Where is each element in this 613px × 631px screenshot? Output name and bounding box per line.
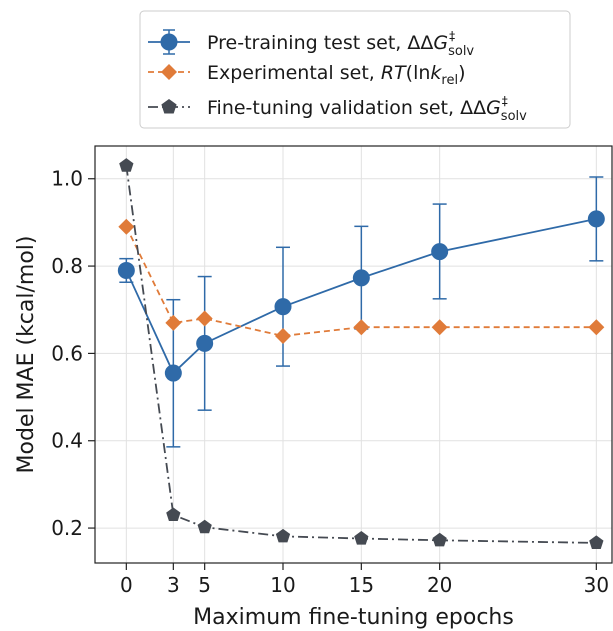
legend-marker xyxy=(161,64,177,80)
series-2 xyxy=(118,218,605,344)
legend-box xyxy=(139,10,571,129)
legend-marker xyxy=(160,33,178,51)
data-point xyxy=(275,528,291,543)
data-point xyxy=(165,314,182,331)
legend-item-3: Fine-tuning validation set, ΔΔG‡ solv xyxy=(148,94,527,124)
series-1 xyxy=(117,176,605,448)
y-tick-label: 0.4 xyxy=(51,429,83,453)
data-point xyxy=(119,158,134,172)
plot-frame xyxy=(94,145,613,564)
data-point xyxy=(196,310,213,327)
x-tick-label: 10 xyxy=(270,573,295,597)
x-tick-label: 30 xyxy=(584,573,609,597)
x-axis-label: Maximum fine-tuning epochs xyxy=(193,605,514,630)
series-layer xyxy=(117,158,605,549)
legend-marker xyxy=(161,99,177,114)
legend-label: Fine-tuning validation set, ΔΔG‡ solv xyxy=(207,94,527,124)
data-point xyxy=(117,261,135,279)
data-point xyxy=(432,532,447,547)
data-point xyxy=(118,218,135,235)
y-axis-label: Model MAE (kcal/mol) xyxy=(14,236,39,474)
data-point xyxy=(352,269,370,287)
legend-item-2: Experimental set, RT(lnkrel) xyxy=(148,62,466,88)
y-tick-label: 0.2 xyxy=(51,516,83,540)
data-point xyxy=(587,210,605,228)
x-tick-label: 5 xyxy=(198,573,211,597)
data-point xyxy=(275,327,291,344)
y-tick-label: 0.8 xyxy=(51,254,83,278)
legend-label: Experimental set, RT(lnkrel) xyxy=(207,62,466,88)
y-tick-label: 1.0 xyxy=(51,167,83,191)
x-tick-label: 0 xyxy=(120,573,133,597)
data-point xyxy=(588,319,605,336)
data-point xyxy=(197,519,212,534)
data-point xyxy=(431,319,448,336)
data-point xyxy=(431,243,449,261)
data-point xyxy=(164,364,182,382)
data-point xyxy=(274,298,292,316)
x-tick-label: 20 xyxy=(427,573,452,597)
y-tick-label: 0.6 xyxy=(51,341,83,365)
x-tick-label: 3 xyxy=(167,573,180,597)
data-point xyxy=(166,507,181,522)
ticks-layer: 0 3 5 10 15 20 30 0.2 0.4 0.6 0.8 1.0 xyxy=(51,167,609,597)
legend-item-1: Pre-training test set, ΔΔG‡ solv xyxy=(148,29,474,59)
data-point xyxy=(353,319,370,336)
data-point xyxy=(354,531,369,545)
series-3 xyxy=(119,158,604,549)
legend-label: Pre-training test set, ΔΔG‡ solv xyxy=(207,29,474,59)
data-point xyxy=(196,334,214,352)
legend: Pre-training test set, ΔΔG‡ solv Experimen… xyxy=(139,10,571,129)
grid xyxy=(95,146,612,563)
data-point xyxy=(589,535,604,549)
x-tick-label: 15 xyxy=(349,573,374,597)
